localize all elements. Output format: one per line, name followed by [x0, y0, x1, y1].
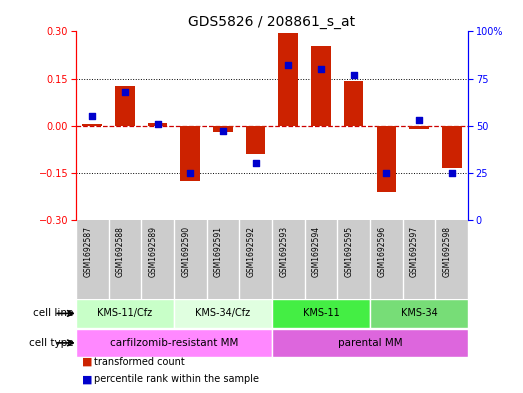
Text: GSM1692588: GSM1692588 — [116, 226, 125, 277]
Bar — [272, 329, 468, 357]
Text: parental MM: parental MM — [338, 338, 402, 348]
Point — [448, 170, 456, 176]
Text: KMS-34/Cfz: KMS-34/Cfz — [196, 309, 251, 318]
Bar — [272, 299, 370, 328]
Point — [349, 72, 358, 78]
Point — [186, 170, 195, 176]
Point — [284, 62, 292, 68]
Text: GSM1692590: GSM1692590 — [181, 226, 190, 277]
Text: GSM1692593: GSM1692593 — [279, 226, 288, 277]
Text: GSM1692594: GSM1692594 — [312, 226, 321, 277]
Bar — [409, 126, 429, 129]
Bar — [377, 126, 396, 192]
Text: cell line: cell line — [33, 309, 73, 318]
Point — [382, 170, 391, 176]
Text: ■: ■ — [82, 356, 93, 367]
Text: KMS-34: KMS-34 — [401, 309, 437, 318]
Text: KMS-11: KMS-11 — [303, 309, 339, 318]
Text: GSM1692595: GSM1692595 — [345, 226, 354, 277]
Point — [415, 117, 423, 123]
Bar — [180, 126, 200, 181]
Text: ■: ■ — [82, 374, 93, 384]
Bar — [82, 124, 102, 126]
Text: GSM1692591: GSM1692591 — [214, 226, 223, 277]
Text: GSM1692592: GSM1692592 — [247, 226, 256, 277]
Text: GSM1692587: GSM1692587 — [83, 226, 92, 277]
Point — [88, 113, 96, 119]
Text: GSM1692598: GSM1692598 — [443, 226, 452, 277]
Text: GSM1692597: GSM1692597 — [410, 226, 419, 277]
Point — [121, 89, 129, 95]
Bar — [213, 126, 233, 132]
Bar — [344, 81, 363, 126]
Text: GSM1692589: GSM1692589 — [149, 226, 157, 277]
Text: KMS-11/Cfz: KMS-11/Cfz — [97, 309, 152, 318]
Bar — [311, 46, 331, 126]
Bar — [115, 86, 135, 126]
Point — [252, 160, 260, 167]
Bar — [76, 329, 272, 357]
Point — [317, 66, 325, 72]
Bar — [370, 299, 468, 328]
Point — [219, 128, 227, 134]
Bar — [442, 126, 462, 168]
Bar — [174, 299, 272, 328]
Title: GDS5826 / 208861_s_at: GDS5826 / 208861_s_at — [188, 15, 356, 29]
Point — [153, 121, 162, 127]
Bar — [76, 299, 174, 328]
Text: transformed count: transformed count — [94, 356, 185, 367]
Bar — [147, 123, 167, 126]
Text: cell type: cell type — [29, 338, 73, 348]
Text: GSM1692596: GSM1692596 — [378, 226, 386, 277]
Text: carfilzomib-resistant MM: carfilzomib-resistant MM — [110, 338, 238, 348]
Bar — [279, 33, 298, 126]
Bar — [246, 126, 266, 154]
Text: percentile rank within the sample: percentile rank within the sample — [94, 374, 259, 384]
